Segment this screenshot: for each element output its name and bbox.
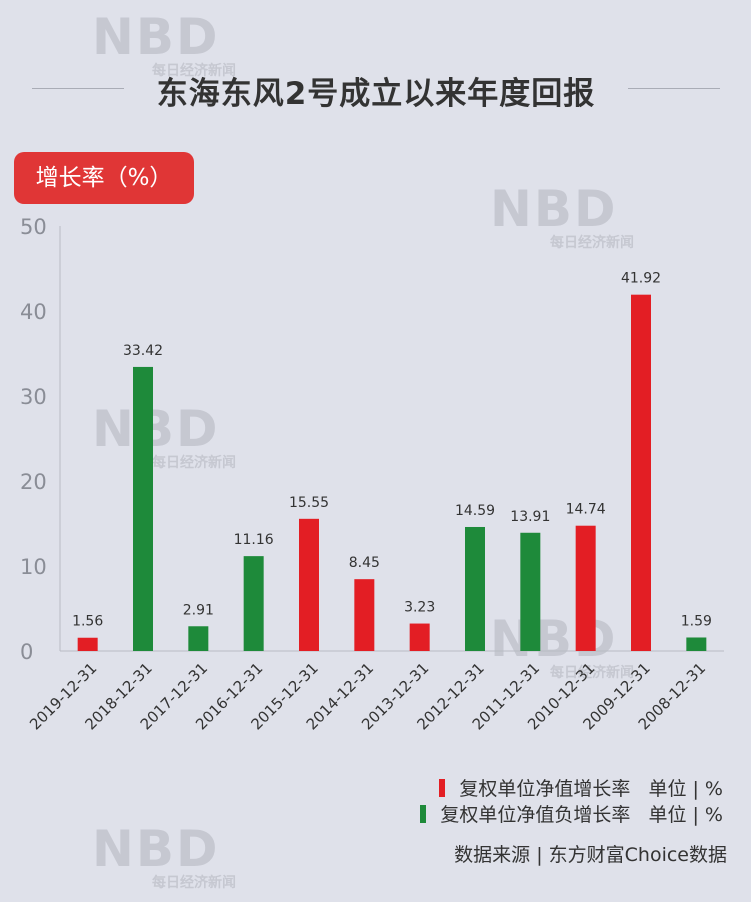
value-label: 14.59 bbox=[455, 503, 495, 519]
legend-label-negative: 复权单位净值负增长率 bbox=[440, 804, 631, 826]
y-tick-label: 30 bbox=[20, 385, 47, 409]
bar bbox=[465, 526, 485, 651]
legend-unit-negative: 单位 | % bbox=[648, 804, 723, 826]
value-label: 1.56 bbox=[72, 614, 103, 630]
bar bbox=[188, 626, 209, 651]
bar bbox=[575, 525, 596, 651]
bar bbox=[77, 637, 98, 651]
legend-negative: 复权单位净值负增长率 单位 | % bbox=[420, 800, 723, 827]
legend-label-positive: 复权单位净值增长率 bbox=[459, 778, 631, 800]
title-rule-right bbox=[628, 88, 720, 89]
y-tick-label: 50 bbox=[20, 215, 47, 239]
value-label: 41.92 bbox=[621, 271, 661, 287]
bar bbox=[409, 623, 430, 651]
chart-title: 东海东风2号成立以来年度回报 bbox=[156, 76, 596, 112]
value-label: 15.55 bbox=[289, 495, 329, 511]
axes: 0 10 20 30 40 50 bbox=[20, 215, 724, 664]
value-label: 2.91 bbox=[183, 602, 214, 618]
legend-swatch-negative bbox=[420, 805, 427, 823]
bar bbox=[133, 366, 153, 651]
value-labels: 1.56 33.42 2.91 11.16 15.55 8.45 3.23 14.59 13.9… bbox=[72, 271, 712, 630]
value-label: 3.23 bbox=[404, 600, 435, 616]
title-rule-left bbox=[32, 88, 124, 89]
legend-positive: 复权单位净值增长率 单位 | % bbox=[439, 774, 723, 801]
value-label: 11.16 bbox=[234, 532, 274, 548]
bar bbox=[243, 556, 264, 651]
value-label: 13.91 bbox=[510, 509, 550, 525]
y-tick-label: 0 bbox=[20, 640, 33, 664]
x-tick-labels: 2019-12-312018-12-312017-12-312016-12-31… bbox=[26, 659, 709, 733]
bar bbox=[686, 637, 707, 651]
data-source: 数据来源 | 东方财富Choice数据 bbox=[454, 844, 727, 866]
y-tick-label: 10 bbox=[20, 555, 47, 579]
bar bbox=[354, 579, 375, 651]
y-tick-label: 20 bbox=[20, 470, 47, 494]
value-label: 8.45 bbox=[349, 555, 380, 571]
legend-unit-positive: 单位 | % bbox=[648, 778, 723, 800]
bar bbox=[520, 532, 541, 651]
y-axis-badge: 增长率（%） bbox=[14, 152, 194, 204]
value-label: 33.42 bbox=[123, 343, 163, 359]
bars bbox=[77, 294, 707, 651]
bar bbox=[299, 518, 319, 651]
value-label: 14.74 bbox=[566, 502, 606, 518]
title-area: 东海东风2号成立以来年度回报 bbox=[0, 60, 751, 120]
y-tick-label: 40 bbox=[20, 300, 47, 324]
value-label: 1.59 bbox=[681, 613, 712, 629]
bar bbox=[631, 294, 651, 651]
legend-swatch-positive bbox=[439, 779, 446, 797]
